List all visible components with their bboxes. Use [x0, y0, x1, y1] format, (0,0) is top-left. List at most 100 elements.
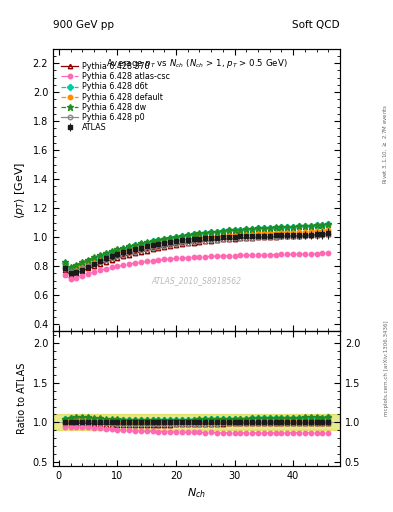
Pythia 6.428 atlas-csc: [267, 252, 272, 258]
Pythia 6.428 dw: [156, 237, 161, 243]
Pythia 6.428 atlas-csc: [285, 251, 290, 258]
Pythia 6.428 dw: [267, 225, 272, 231]
Pythia 6.428 p0: [168, 242, 173, 248]
Pythia 6.428 d6t: [168, 235, 173, 241]
Pythia 6.428 dw: [309, 223, 313, 229]
Pythia 6.428 dw: [279, 224, 284, 230]
Pythia 6.428 370: [215, 237, 219, 243]
Pythia 6.428 d6t: [320, 222, 325, 228]
Pythia 6.428 dw: [150, 238, 155, 244]
Pythia 6.428 370: [121, 253, 126, 260]
Pythia 6.428 dw: [74, 262, 79, 268]
Pythia 6.428 370: [250, 234, 255, 241]
Pythia 6.428 atlas-csc: [80, 272, 84, 279]
Pythia 6.428 dw: [168, 234, 173, 241]
Pythia 6.428 370: [226, 236, 231, 242]
Pythia 6.428 atlas-csc: [320, 250, 325, 257]
Pythia 6.428 atlas-csc: [297, 251, 301, 257]
Pythia 6.428 p0: [115, 253, 120, 259]
Pythia 6.428 370: [255, 234, 260, 240]
Pythia 6.428 atlas-csc: [291, 251, 296, 257]
Pythia 6.428 p0: [138, 247, 143, 253]
Pythia 6.428 370: [203, 238, 208, 244]
Pythia 6.428 370: [80, 268, 84, 274]
Pythia 6.428 atlas-csc: [215, 253, 219, 259]
Pythia 6.428 p0: [314, 232, 319, 238]
Pythia 6.428 p0: [92, 261, 96, 267]
Pythia 6.428 atlas-csc: [127, 261, 132, 267]
Pythia 6.428 default: [162, 240, 167, 246]
Pythia 6.428 p0: [86, 263, 90, 269]
Pythia 6.428 dw: [144, 239, 149, 245]
Pythia 6.428 370: [115, 255, 120, 261]
Pythia 6.428 d6t: [103, 251, 108, 257]
Pythia 6.428 370: [261, 234, 266, 240]
Pythia 6.428 370: [180, 241, 184, 247]
Pythia 6.428 p0: [203, 238, 208, 244]
Pythia 6.428 dw: [238, 226, 243, 232]
Pythia 6.428 dw: [92, 254, 96, 260]
Pythia 6.428 atlas-csc: [238, 252, 243, 259]
Pythia 6.428 dw: [109, 248, 114, 254]
Pythia 6.428 d6t: [203, 230, 208, 236]
Pythia 6.428 370: [156, 245, 161, 251]
Line: Pythia 6.428 370: Pythia 6.428 370: [62, 231, 331, 277]
Pythia 6.428 atlas-csc: [220, 253, 225, 259]
Pythia 6.428 d6t: [121, 246, 126, 252]
Pythia 6.428 default: [97, 255, 102, 262]
Pythia 6.428 dw: [138, 240, 143, 246]
Pythia 6.428 dw: [127, 243, 132, 249]
Pythia 6.428 atlas-csc: [303, 251, 307, 257]
Pythia 6.428 dw: [226, 227, 231, 233]
Pythia 6.428 370: [74, 270, 79, 276]
Pythia 6.428 p0: [180, 241, 184, 247]
Pythia 6.428 default: [309, 228, 313, 234]
Pythia 6.428 370: [291, 233, 296, 239]
Pythia 6.428 atlas-csc: [232, 252, 237, 259]
Pythia 6.428 dw: [62, 259, 67, 265]
Pythia 6.428 p0: [209, 237, 213, 243]
Pythia 6.428 atlas-csc: [261, 252, 266, 258]
Pythia 6.428 p0: [250, 234, 255, 241]
Pythia 6.428 p0: [162, 243, 167, 249]
Pythia 6.428 atlas-csc: [244, 252, 249, 259]
Pythia 6.428 atlas-csc: [314, 250, 319, 257]
Pythia 6.428 default: [244, 231, 249, 237]
Pythia 6.428 370: [197, 239, 202, 245]
Pythia 6.428 default: [109, 251, 114, 258]
Pythia 6.428 dw: [285, 224, 290, 230]
Pythia 6.428 atlas-csc: [109, 264, 114, 270]
Pythia 6.428 default: [133, 245, 138, 251]
Pythia 6.428 p0: [285, 233, 290, 239]
Pythia 6.428 d6t: [162, 236, 167, 242]
Pythia 6.428 d6t: [232, 227, 237, 233]
Pythia 6.428 default: [121, 248, 126, 254]
Line: Pythia 6.428 atlas-csc: Pythia 6.428 atlas-csc: [62, 251, 331, 282]
Pythia 6.428 p0: [121, 251, 126, 258]
Pythia 6.428 atlas-csc: [309, 251, 313, 257]
Pythia 6.428 p0: [320, 232, 325, 238]
Pythia 6.428 default: [144, 243, 149, 249]
Pythia 6.428 d6t: [80, 260, 84, 266]
Pythia 6.428 atlas-csc: [115, 263, 120, 269]
Pythia 6.428 atlas-csc: [226, 253, 231, 259]
Pythia 6.428 atlas-csc: [133, 260, 138, 266]
Pythia 6.428 atlas-csc: [209, 253, 213, 260]
Pythia 6.428 d6t: [191, 231, 196, 238]
Bar: [53, 414, 340, 430]
Pythia 6.428 d6t: [314, 222, 319, 228]
Pythia 6.428 dw: [250, 226, 255, 232]
Pythia 6.428 370: [285, 233, 290, 239]
Pythia 6.428 default: [80, 262, 84, 268]
Pythia 6.428 d6t: [215, 228, 219, 234]
Pythia 6.428 d6t: [309, 223, 313, 229]
Pythia 6.428 370: [150, 246, 155, 252]
Pythia 6.428 p0: [62, 265, 67, 271]
Pythia 6.428 dw: [97, 252, 102, 258]
Pythia 6.428 dw: [86, 257, 90, 263]
Pythia 6.428 default: [215, 233, 219, 239]
Pythia 6.428 default: [209, 233, 213, 240]
Text: Average $p_T$ vs $N_{ch}$ ($N_{ch}$ > 1, $p_T$ > 0.5 GeV): Average $p_T$ vs $N_{ch}$ ($N_{ch}$ > 1,…: [106, 57, 287, 70]
Pythia 6.428 atlas-csc: [168, 256, 173, 262]
Pythia 6.428 d6t: [267, 225, 272, 231]
